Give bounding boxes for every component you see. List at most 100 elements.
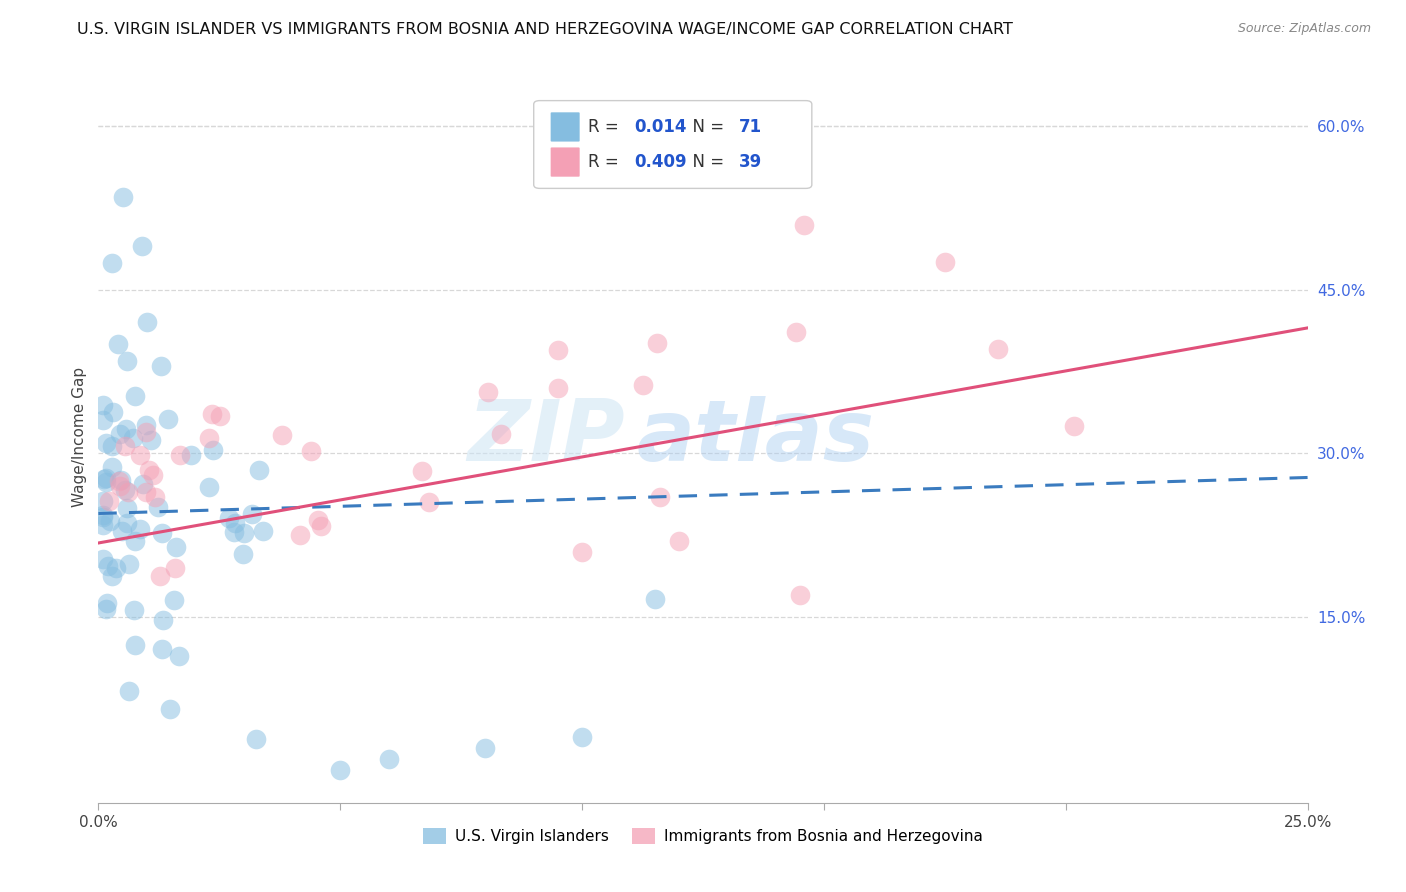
Point [167,649,190,664]
Point [163,561,186,575]
Point [477,385,499,400]
Text: atlas: atlas [637,395,875,479]
Point [247,463,270,477]
Point [129,522,152,536]
Point [547,343,569,357]
Point [299,443,322,458]
Point [124,638,146,652]
Point [115,422,138,436]
Point [1063,419,1085,434]
Point [218,510,240,524]
Point [142,468,165,483]
Point [135,315,157,329]
Point [418,494,440,508]
Point [169,448,191,462]
Point [98,514,121,528]
Point [474,741,496,756]
Point [200,407,222,421]
Point [117,484,139,499]
Point [163,593,186,607]
Point [631,378,654,392]
Point [785,325,807,339]
Point [114,483,136,497]
Text: R =: R = [588,153,624,171]
Point [571,731,593,745]
Point [307,513,329,527]
Point [114,439,136,453]
Point [132,477,155,491]
Point [110,426,132,441]
Point [91,413,114,427]
Point [110,473,132,487]
FancyBboxPatch shape [534,101,811,188]
Point [288,528,311,542]
Point [118,558,141,572]
Text: ZIP: ZIP [467,395,624,479]
Point [156,412,179,426]
Point [128,449,150,463]
Point [108,479,131,493]
Point [271,428,294,442]
Point [165,540,187,554]
Point [311,519,333,533]
Text: R =: R = [588,118,624,136]
Point [115,516,138,531]
Text: U.S. VIRGIN ISLANDER VS IMMIGRANTS FROM BOSNIA AND HERZEGOVINA WAGE/INCOME GAP C: U.S. VIRGIN ISLANDER VS IMMIGRANTS FROM … [77,22,1014,37]
Text: Source: ZipAtlas.com: Source: ZipAtlas.com [1237,22,1371,36]
Point [198,431,221,445]
Point [122,602,145,616]
Point [93,398,115,412]
Point [101,460,124,475]
Point [91,551,114,566]
Point [100,439,122,453]
Point [245,732,267,747]
Point [101,405,124,419]
Point [224,516,246,530]
Point [138,463,160,477]
Point [202,442,225,457]
Point [209,409,232,423]
Point [489,426,512,441]
Point [793,218,815,232]
Point [122,432,145,446]
Y-axis label: Wage/Income Gap: Wage/Income Gap [72,367,87,508]
Point [111,524,134,538]
Point [139,433,162,447]
Point [135,425,157,439]
Point [115,500,138,515]
Point [108,474,131,488]
Point [152,613,174,627]
Point [124,533,146,548]
Point [96,475,118,489]
Point [107,337,129,351]
Point [94,601,117,615]
Point [377,752,399,766]
Text: 0.014: 0.014 [634,118,686,136]
Point [411,464,433,478]
FancyBboxPatch shape [551,147,579,177]
Text: N =: N = [682,153,730,171]
Point [117,353,139,368]
Point [118,684,141,698]
Point [650,490,672,504]
Point [98,494,121,508]
Point [146,500,169,514]
Point [547,381,569,395]
FancyBboxPatch shape [551,112,579,142]
Point [149,568,172,582]
Point [96,471,118,485]
Point [91,494,114,508]
Point [645,335,668,350]
Point [668,533,690,548]
Point [131,239,153,253]
Text: N =: N = [682,118,730,136]
Point [124,389,146,403]
Point [143,490,166,504]
Point [135,417,157,432]
Point [571,545,593,559]
Legend: U.S. Virgin Islanders, Immigrants from Bosnia and Herzegovina: U.S. Virgin Islanders, Immigrants from B… [418,822,988,850]
Point [232,525,254,540]
Point [329,763,352,777]
Point [252,524,274,538]
Point [150,525,173,540]
